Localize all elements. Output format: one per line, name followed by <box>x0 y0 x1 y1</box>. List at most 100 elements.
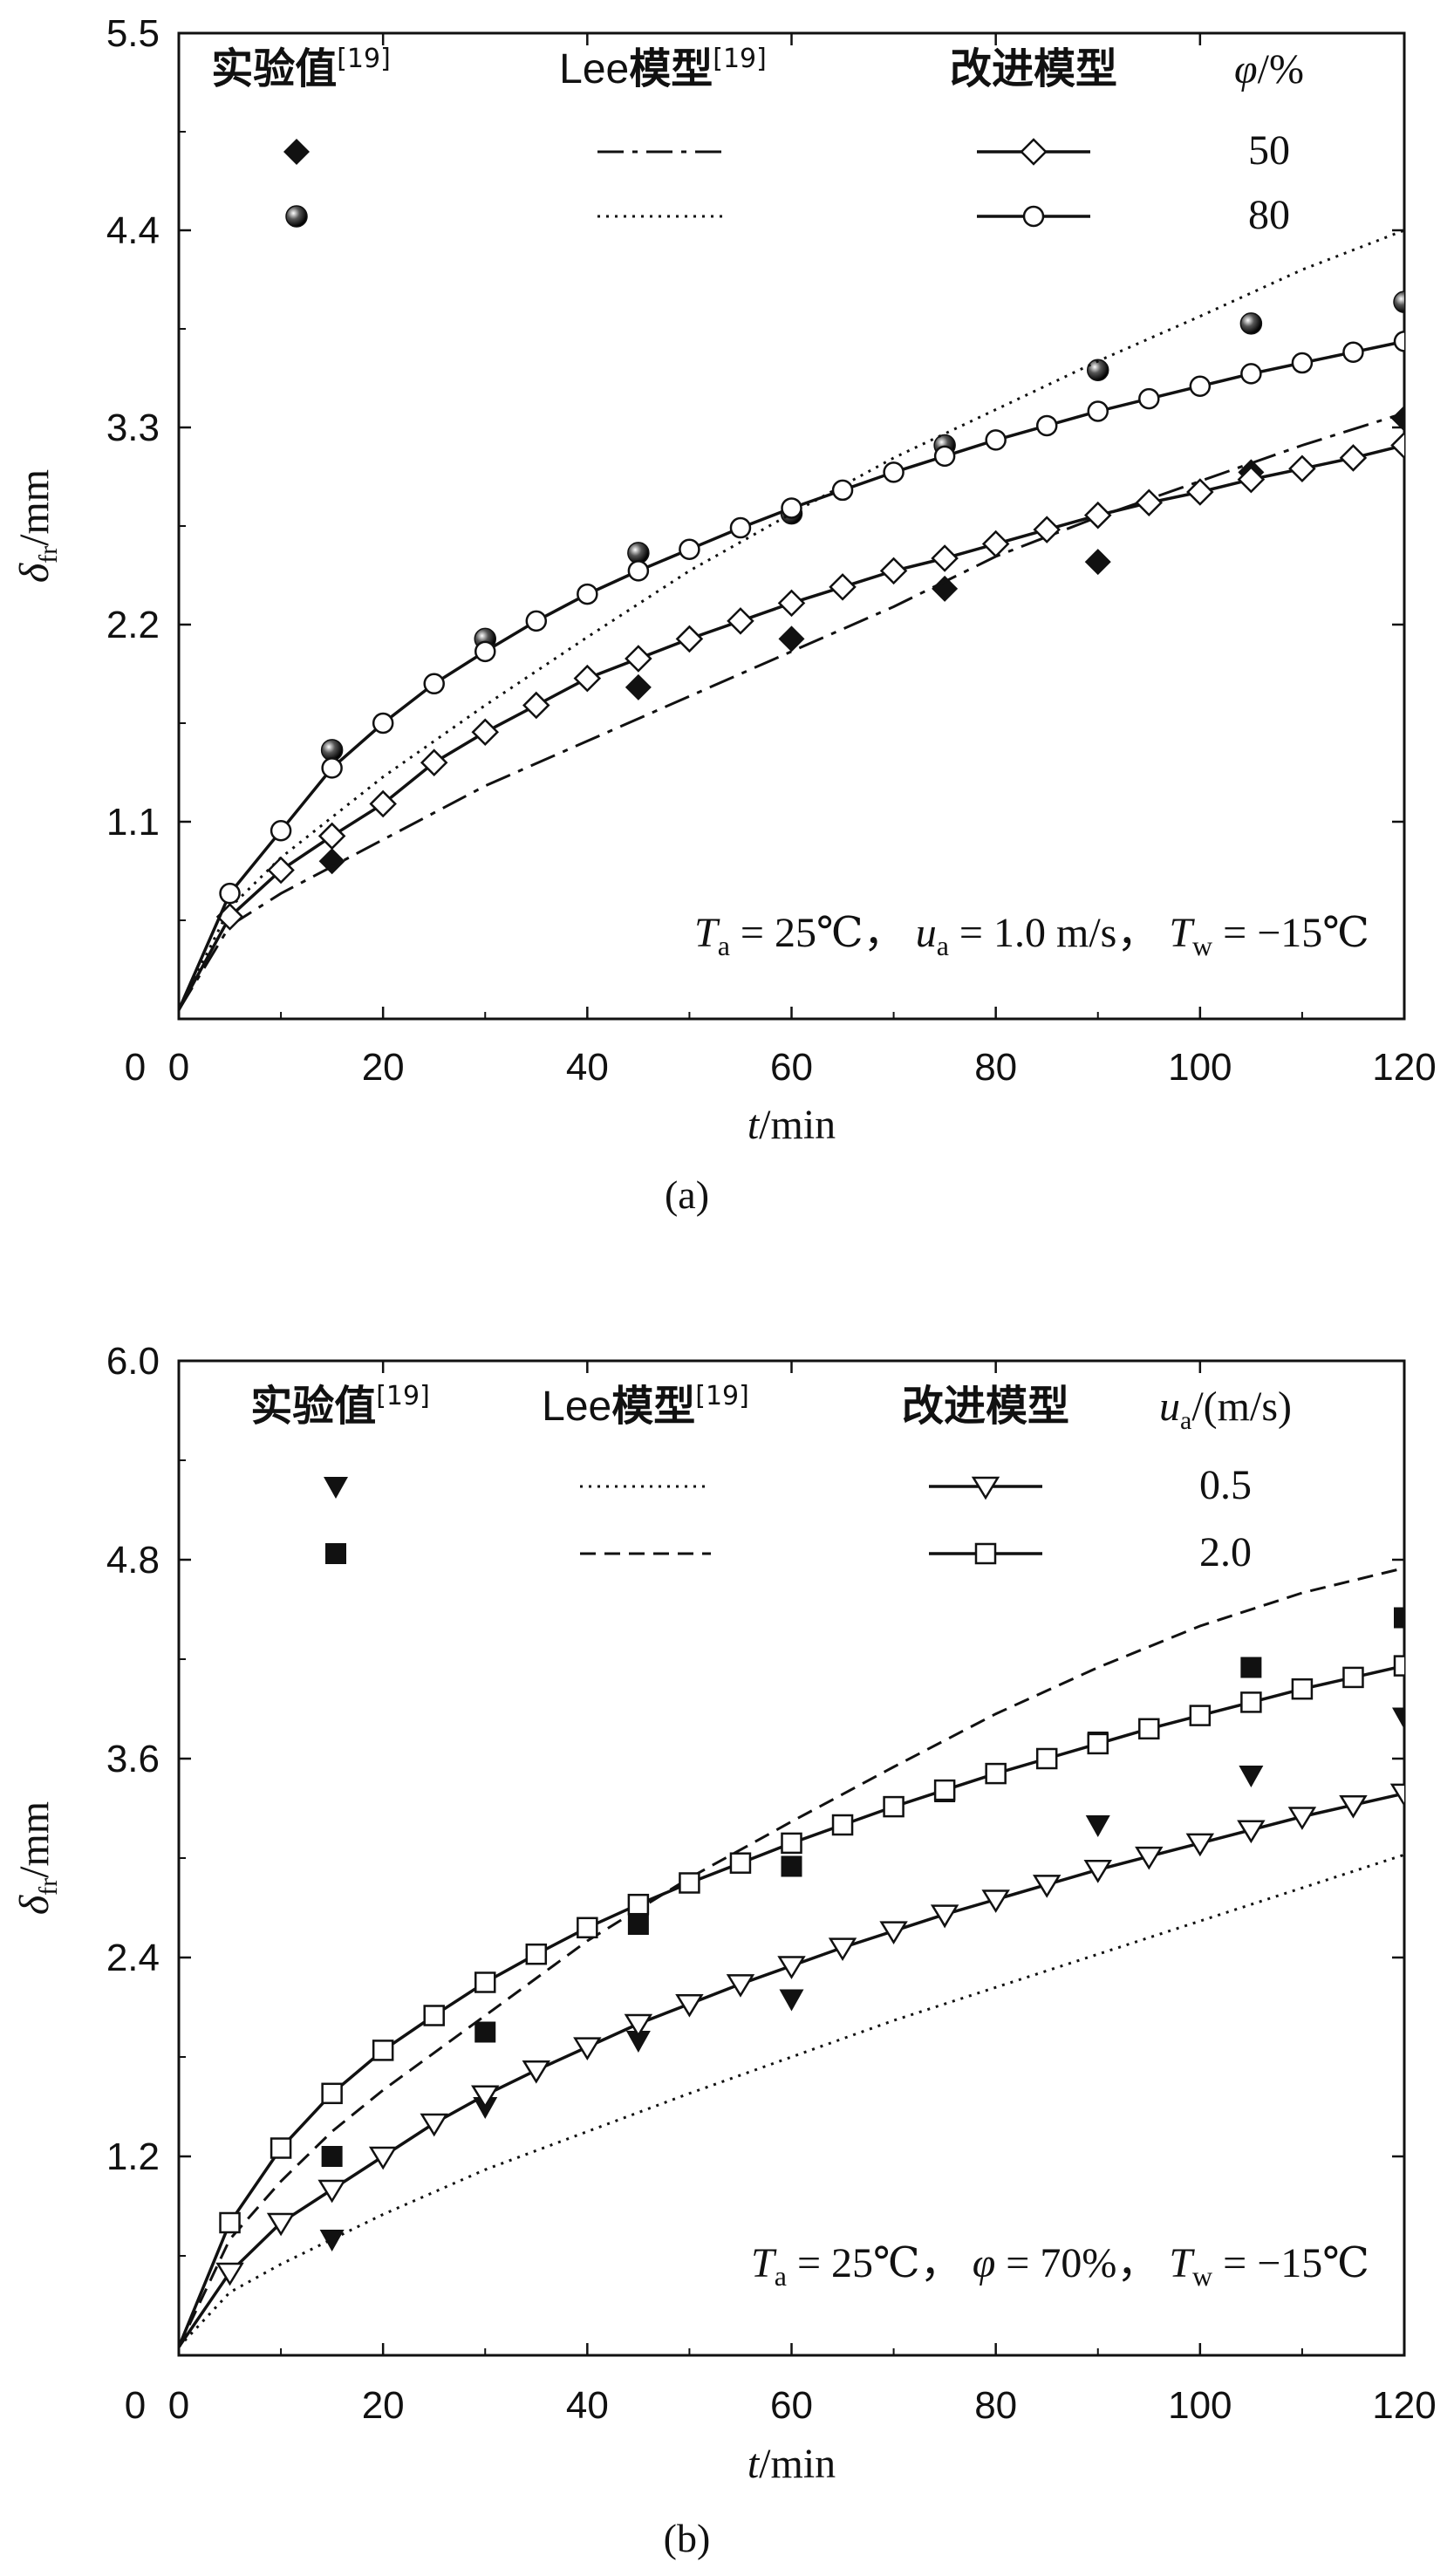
x-tick-label: 0 <box>168 1046 189 1089</box>
data-point <box>1390 431 1404 460</box>
data-point <box>1138 387 1160 410</box>
data-point <box>423 2005 445 2026</box>
data-point <box>525 1943 548 1965</box>
data-point <box>1237 1820 1266 1844</box>
y-tick-label: 2.4 <box>106 1937 160 1979</box>
data-point <box>1083 1860 1112 1883</box>
data-point <box>318 848 345 875</box>
data-point <box>1135 489 1164 517</box>
legend-marker-improved <box>971 1476 1000 1500</box>
chart-panel-a: 0 20 40 60 80 100 120 1.1 2.2 3.3 4.4 5.5 0 t/min δfr/… <box>11 12 1437 1217</box>
series-5 <box>179 1655 1404 2348</box>
x-tick-label: 100 <box>1168 2384 1232 2427</box>
data-point <box>625 645 652 673</box>
data-point <box>727 607 754 635</box>
x-tick-label: 40 <box>566 1046 609 1089</box>
data-point <box>1240 363 1262 385</box>
series-3 <box>179 1567 1404 2348</box>
condition-annotation: Ta = 25℃， ua = 1.0 m/s， Tw = −15℃ <box>694 910 1369 961</box>
legend-marker-improved <box>974 1542 997 1565</box>
data-point <box>1087 1732 1109 1755</box>
data-point <box>883 1795 904 1818</box>
data-point <box>675 1993 704 2018</box>
y-tick-label: 1.1 <box>106 801 160 844</box>
legend-header-lee: Lee模型[19] <box>542 1381 749 1431</box>
data-point <box>933 445 956 468</box>
data-point <box>729 1852 752 1874</box>
series-line <box>179 412 1404 1011</box>
x-tick-label: 100 <box>1168 1046 1232 1089</box>
data-point <box>1240 1691 1262 1713</box>
data-point <box>1291 1677 1314 1700</box>
data-point <box>266 2212 296 2237</box>
data-point <box>831 1814 854 1836</box>
data-point <box>981 530 1010 558</box>
x-tick-label: 40 <box>566 2384 609 2427</box>
data-point <box>1189 1705 1212 1726</box>
data-point <box>1342 1666 1364 1689</box>
data-point <box>372 2040 394 2061</box>
legend-marker-experiment <box>324 1477 348 1499</box>
data-point <box>779 1989 804 2012</box>
data-point <box>726 1974 755 1998</box>
series-line <box>179 229 1404 1011</box>
data-point <box>1083 501 1112 530</box>
y-tick-label: 1.2 <box>106 2135 160 2178</box>
data-point <box>1032 1875 1061 1898</box>
data-point <box>729 516 752 539</box>
data-point <box>781 1855 802 1877</box>
data-point <box>627 1893 650 1916</box>
legend-value: 50 <box>1248 127 1290 174</box>
data-point <box>321 2146 343 2167</box>
data-point <box>474 2021 496 2043</box>
x-tick-label: 80 <box>974 2384 1017 2427</box>
panel-caption: (a) <box>665 1172 709 1217</box>
data-point <box>624 2013 653 2038</box>
data-point <box>577 1917 598 1939</box>
data-point <box>474 640 496 663</box>
data-point <box>1035 1747 1058 1770</box>
data-point <box>1138 1718 1160 1740</box>
data-point <box>781 497 802 519</box>
data-point <box>270 820 292 842</box>
data-point <box>215 2262 244 2286</box>
data-point <box>1239 1766 1264 1787</box>
data-point <box>1084 549 1111 576</box>
data-point <box>471 2085 500 2109</box>
x-tick-label: 120 <box>1372 2384 1436 2427</box>
data-point <box>1287 1807 1317 1830</box>
panel-caption: (b) <box>664 2516 711 2560</box>
data-point <box>321 2082 343 2105</box>
data-point <box>525 610 548 632</box>
data-point <box>1240 1657 1262 1678</box>
series-4 <box>179 431 1404 1011</box>
data-point <box>883 461 904 483</box>
x-tick-label: 60 <box>770 2384 813 2427</box>
data-point <box>879 557 908 585</box>
data-point <box>679 1872 700 1894</box>
legend-value: 2.0 <box>1199 1529 1252 1575</box>
series-line <box>179 1853 1404 2348</box>
data-point <box>625 2031 651 2053</box>
data-point <box>420 2113 448 2137</box>
legend-marker-improved <box>1022 205 1045 228</box>
data-point <box>675 625 704 653</box>
y-tick-label: 3.3 <box>106 407 160 449</box>
data-point <box>931 544 959 572</box>
data-point <box>932 575 959 602</box>
data-point <box>778 625 805 653</box>
data-point <box>1135 1846 1164 1870</box>
data-point <box>985 1762 1007 1785</box>
x-tick-label: 20 <box>362 2384 405 2427</box>
data-point <box>1342 341 1364 363</box>
series-line <box>179 1567 1404 2348</box>
data-point <box>985 429 1007 451</box>
data-point <box>1291 352 1314 374</box>
data-point <box>317 822 346 851</box>
y-tick-label: 3.6 <box>106 1738 160 1780</box>
legend-header-param: ua/(m/s) <box>1159 1384 1292 1435</box>
series-5 <box>179 331 1404 1011</box>
data-point <box>267 856 295 885</box>
data-point <box>219 882 241 905</box>
